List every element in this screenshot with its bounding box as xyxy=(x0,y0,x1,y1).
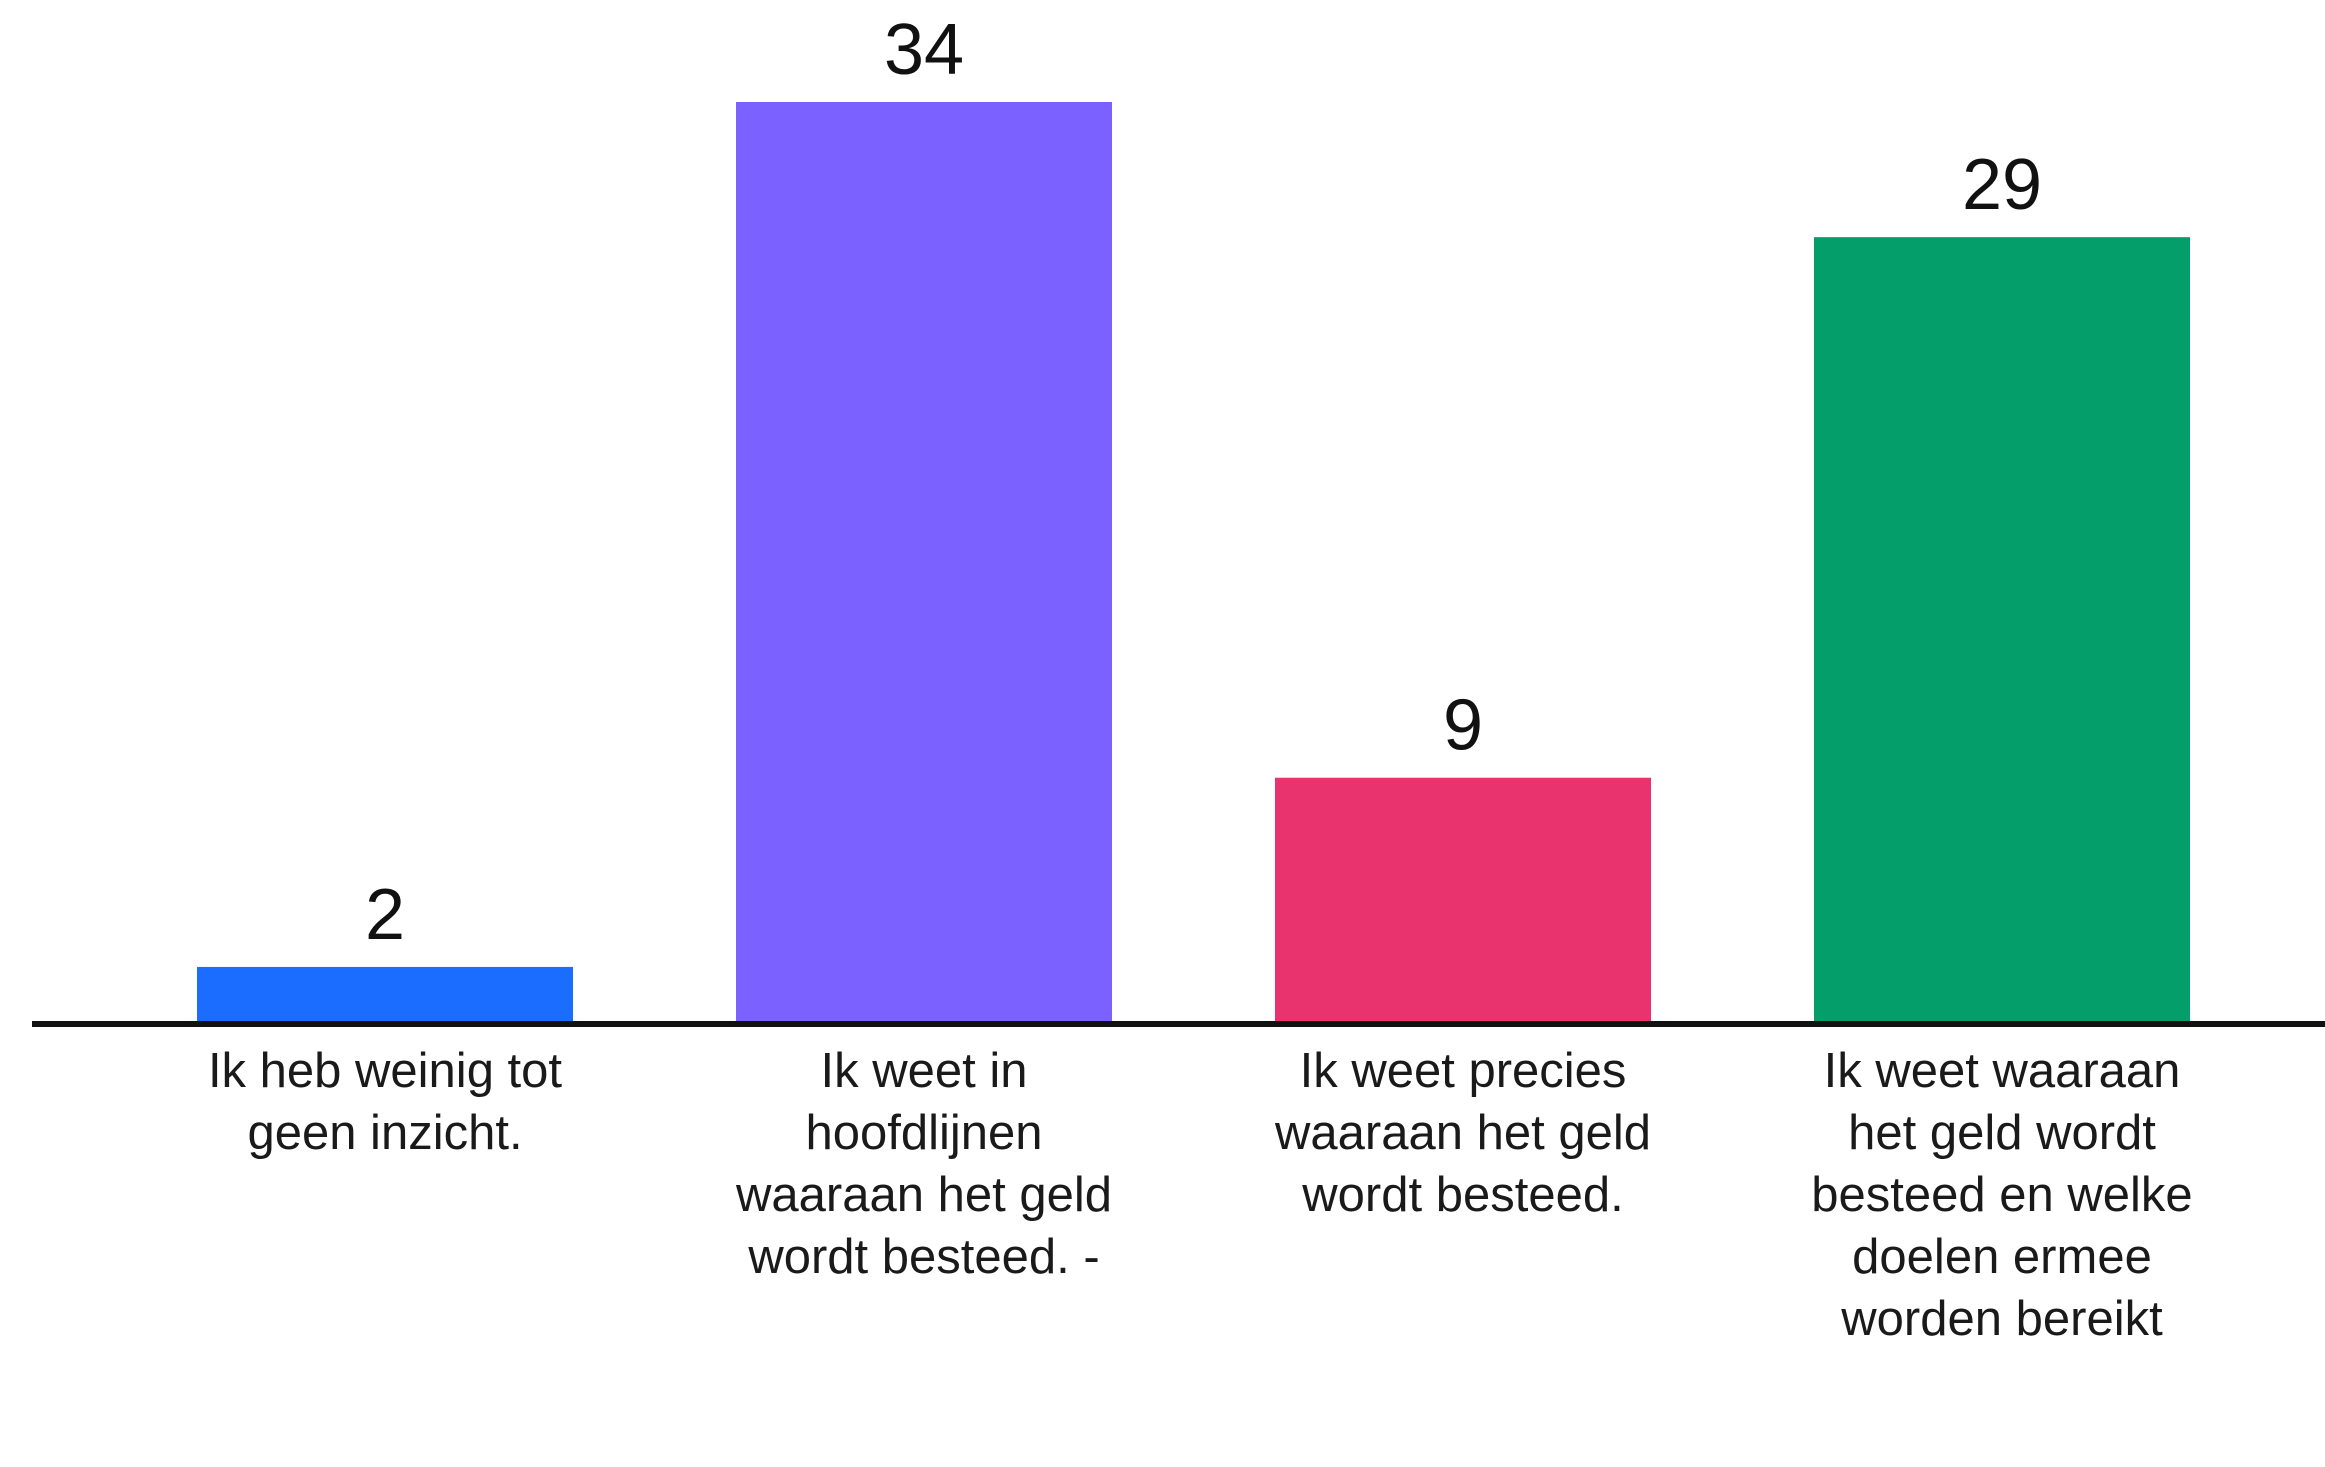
bar-3 xyxy=(1275,777,1651,1021)
value-label-4: 29 xyxy=(1962,145,2042,225)
category-label-1: Ik heb weinig tot geen inzicht. xyxy=(207,1044,563,1160)
value-label-1: 2 xyxy=(365,875,405,955)
category-label-4: Ik weet waaraan het geld wordt besteed e… xyxy=(1811,1044,2193,1346)
bar-4 xyxy=(1814,237,2190,1021)
value-labels-group: 2 34 9 29 xyxy=(365,10,2042,955)
category-label-2: Ik weet in hoofdlijnen waaraan het geld … xyxy=(736,1044,1112,1284)
bars-group xyxy=(197,102,2190,1021)
category-label-3: Ik weet precies waaraan het geld wordt b… xyxy=(1275,1044,1651,1222)
value-label-3: 9 xyxy=(1443,686,1483,766)
bar-1 xyxy=(197,966,573,1021)
bar-2 xyxy=(736,102,1112,1021)
value-label-2: 34 xyxy=(884,10,964,90)
